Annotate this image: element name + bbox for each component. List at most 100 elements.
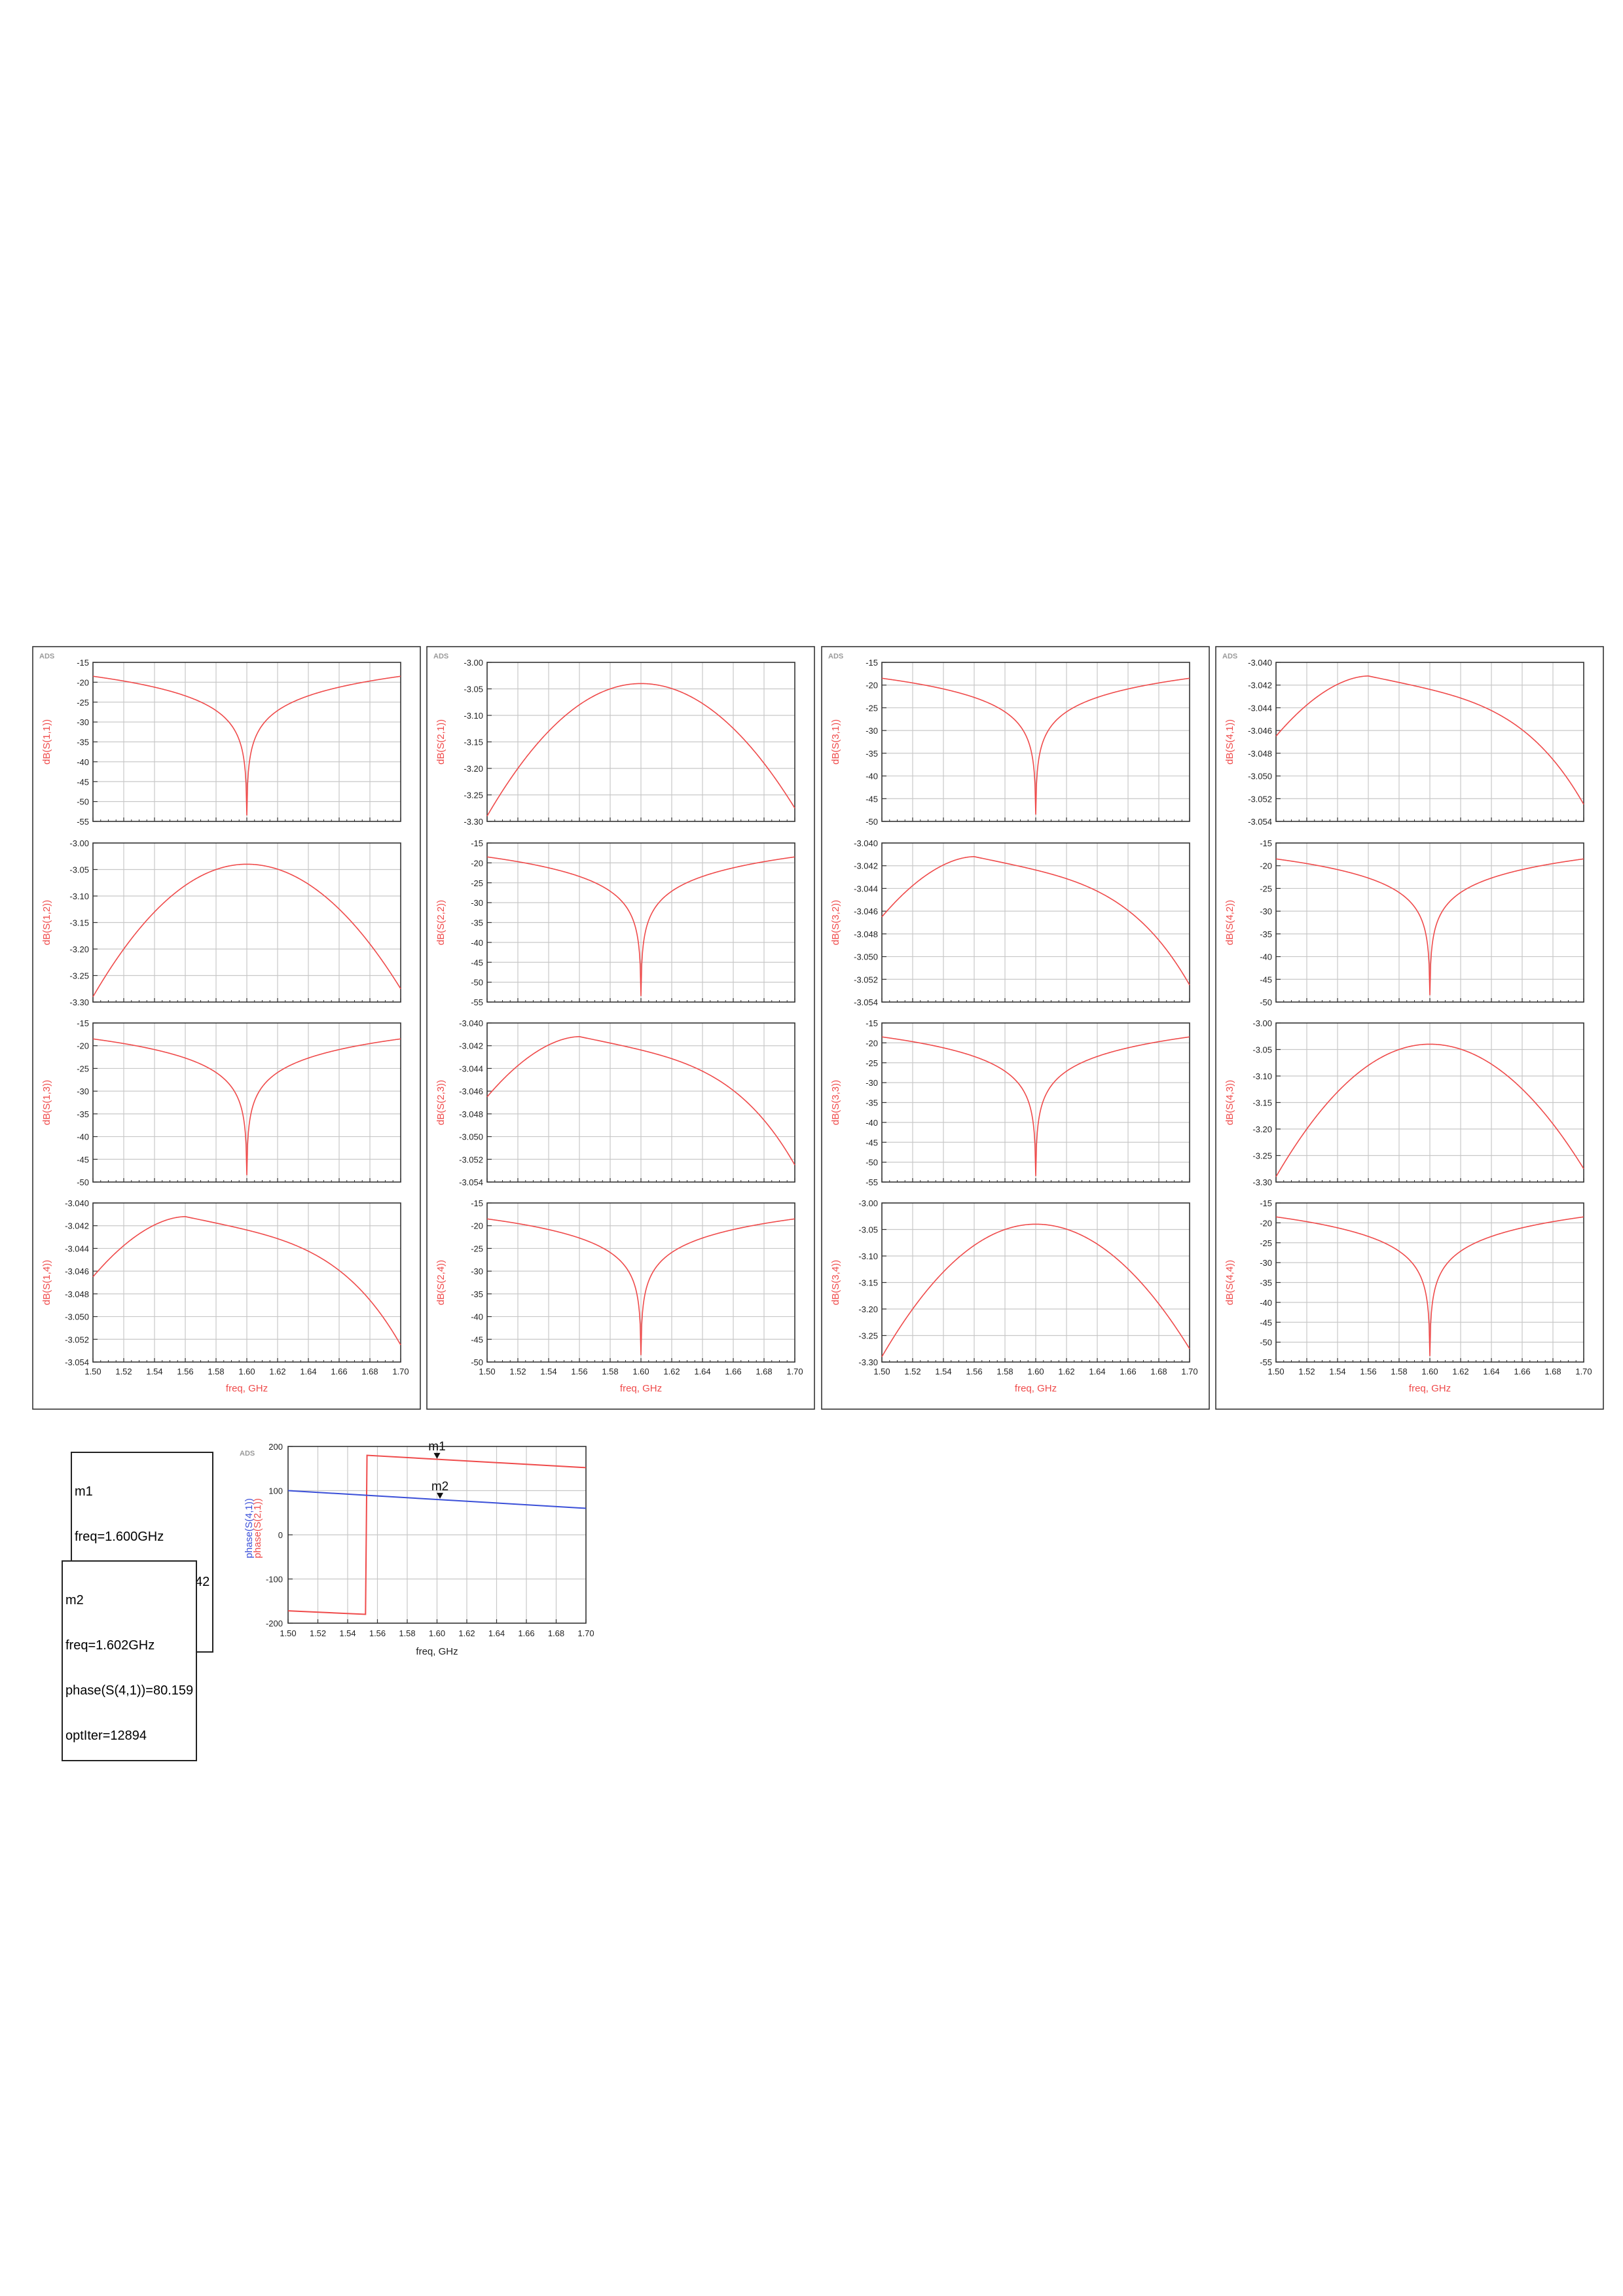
y-tick-label: -3.052 [65,1335,89,1344]
y-tick-label: -3.05 [1252,1045,1272,1055]
y-tick-label: -20 [866,1038,878,1048]
y-axis-label: dB(S(3,4)) [830,1260,841,1305]
chart-S22: -15 -20 -25 -30 -35 -40 -45 -50 -55 dB(S(2,2)) [435,838,795,1007]
panel-frame [426,646,815,1410]
ads-logo: ADS [433,653,448,660]
panel-1: ADS [32,646,421,1410]
y-tick-label: -25 [866,1058,878,1068]
y-tick-label: -3.044 [1248,703,1272,713]
y-tick-label: -40 [866,772,878,781]
y-tick-label: -55 [866,1177,878,1187]
series-line-S41 [1275,675,1584,805]
series-line-S31 [881,677,1190,815]
x-tick-label: 1.54 [935,1367,951,1376]
y-tick-label: -45 [866,794,878,804]
series-line-S12 [92,863,401,997]
x-tick-label: 1.50 [280,1628,296,1638]
marker-line: phase(S(4,1))=80.159 [65,1683,194,1698]
x-tick-label: 1.68 [1150,1367,1167,1376]
x-tick-label: 1.58 [602,1367,618,1376]
x-tick-label: 1.70 [577,1628,594,1638]
x-tick-label: 1.66 [1514,1367,1530,1376]
marker-line: freq=1.600GHz [75,1530,164,1544]
chart-S42: -15 -20 -25 -30 -35 -40 -45 -50 dB(S(4,2)) [1224,838,1584,1007]
chart-S13: -15 -20 -25 -30 -35 -40 -45 -50 dB(S(1,3)) [41,1018,401,1187]
y-tick-label: -55 [77,817,89,827]
chart-S11: -15 -20 -25 -30 -35 -40 -45 -50 -55 dB(S(1,1)) [41,658,401,827]
y-tick-label: -30 [866,1078,878,1088]
chart-S32: -3.040 -3.042 -3.044 -3.046 -3.048 -3.050 -3.0… [830,838,1190,1007]
x-axis-label: freq, GHz [1015,1383,1057,1394]
y-tick-label: -15 [866,1018,878,1028]
x-tick-label: 1.62 [663,1367,680,1376]
y-axis-label: dB(S(4,2)) [1224,900,1235,945]
y-tick-label: -3.040 [854,838,878,848]
series-line-S11 [92,675,401,816]
x-tick-label: 1.56 [1360,1367,1376,1376]
x-tick-label: 1.66 [518,1628,534,1638]
y-axis-label: dB(S(4,3)) [1224,1080,1235,1125]
y-tick-label: -3.25 [464,791,483,800]
y-tick-label: -3.050 [1248,772,1272,781]
y-axis-label-blue: phase(S(4,1)) [244,1498,255,1558]
y-tick-label: -3.30 [69,997,89,1007]
y-tick-label: -20 [1260,861,1272,871]
y-tick-label: -50 [471,1357,483,1367]
y-tick-label: -200 [266,1619,283,1628]
y-tick-label: -50 [1260,1338,1272,1348]
y-tick-label: -50 [866,1158,878,1168]
marker-label: m2 [431,1480,448,1494]
y-tick-label: -3.10 [69,891,89,901]
series-line-S13 [92,1038,401,1175]
y-tick-label: -45 [77,1155,89,1164]
x-tick-label: 1.68 [548,1628,564,1638]
y-tick-label: -25 [1260,1238,1272,1248]
y-tick-label: -50 [866,817,878,827]
marker-readout-m2[interactable]: m2 freq=1.602GHz phase(S(4,1))=80.159 op… [62,1560,198,1761]
x-tick-label: 1.62 [1452,1367,1468,1376]
series-line-S22 [486,856,795,996]
y-tick-label: -50 [1260,997,1272,1007]
y-tick-label: -45 [471,958,483,967]
y-axis-label: dB(S(1,3)) [41,1080,52,1125]
y-axis-label: dB(S(2,4)) [435,1260,447,1305]
y-tick-label: -3.048 [1248,749,1272,759]
y-tick-label: -3.042 [65,1221,89,1231]
y-tick-label: -3.20 [1252,1124,1272,1134]
ads-logo: ADS [240,1450,255,1458]
x-tick-label: 1.52 [115,1367,132,1376]
y-tick-label: -40 [77,757,89,767]
y-tick-label: -3.050 [854,952,878,962]
y-axis-label: dB(S(1,2)) [41,900,52,945]
x-tick-label: 1.60 [1027,1367,1044,1376]
x-tick-label: 1.56 [369,1628,386,1638]
y-tick-label: -3.046 [854,906,878,916]
x-tick-label: 1.54 [540,1367,556,1376]
x-tick-label: 1.62 [458,1628,475,1638]
y-tick-label: -25 [77,698,89,708]
y-tick-label: -25 [77,1064,89,1073]
y-tick-label: -15 [471,1198,483,1208]
y-tick-label: -40 [1260,1298,1272,1308]
y-tick-label: -30 [77,717,89,727]
y-tick-label: -3.10 [858,1251,878,1261]
y-tick-label: -3.046 [459,1086,483,1096]
y-tick-label: -25 [1260,884,1272,893]
x-tick-label: 1.66 [725,1367,741,1376]
ads-logo: ADS [828,653,843,660]
y-tick-label: -40 [77,1132,89,1142]
y-tick-label: -35 [866,749,878,759]
y-tick-label: -20 [77,1041,89,1051]
y-tick-label: -3.046 [65,1266,89,1276]
y-tick-label: -20 [471,858,483,868]
y-tick-label: -20 [77,677,89,687]
chart-S31: -15 -20 -25 -30 -35 -40 -45 -50 dB(S(3,1)) [830,658,1190,827]
x-tick-label: 1.66 [331,1367,347,1376]
y-tick-label: -50 [77,797,89,807]
series-line-S34 [881,1223,1190,1357]
y-tick-label: -40 [1260,952,1272,962]
x-tick-label: 1.66 [1120,1367,1136,1376]
y-tick-label: -3.054 [65,1357,89,1367]
y-tick-label: -3.040 [65,1198,89,1208]
marker-line: freq=1.602GHz [65,1638,155,1653]
